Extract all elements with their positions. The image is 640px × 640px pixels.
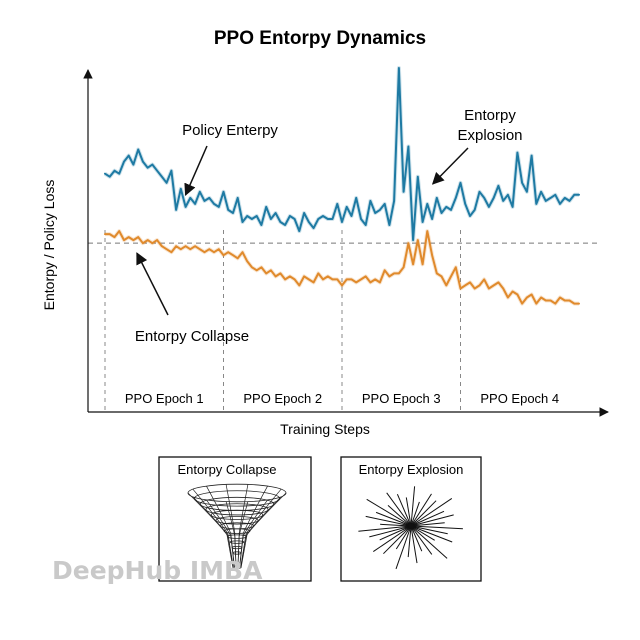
burst-ray (410, 501, 420, 527)
annotation-arrow (431, 147, 469, 185)
burst-ray (410, 497, 453, 527)
collapse-inset-title: Entorpy Collapse (178, 462, 277, 477)
funnel-rib (187, 492, 234, 569)
annotation-label: Policy Enterpy (182, 122, 278, 139)
burst-ray (396, 494, 412, 527)
burst-ray (410, 525, 448, 535)
funnel-rib (239, 485, 268, 568)
annotations: Policy Enterpy Entorpy Explosion Entorpy Co… (135, 107, 523, 345)
annotation-label: Entorpy Collapse (135, 328, 249, 345)
funnel-ring (229, 540, 245, 544)
y-axis-label: Entorpy / Policy Loss (41, 180, 57, 311)
burst-ray (365, 515, 412, 527)
funnel-rib (225, 484, 237, 567)
annotation-label: Explosion (457, 127, 522, 144)
collapse-inset-frame (158, 456, 312, 582)
burst-ray (405, 497, 412, 527)
burst-ray (386, 492, 412, 527)
annotation-arrow (184, 145, 208, 197)
burst-ray (358, 525, 412, 532)
burst-ray (410, 525, 433, 555)
explosion-inset: Entorpy Explosion (340, 456, 482, 582)
burst-ray (410, 525, 463, 530)
annotation-label: Entorpy (464, 107, 516, 124)
series-line-entropy (103, 66, 579, 243)
burst-ray (379, 525, 412, 541)
burst-ray (410, 525, 418, 564)
burst-ray (410, 525, 448, 559)
burst-ray (410, 525, 423, 552)
burst-ray (410, 525, 453, 543)
series-line-policy_loss (104, 230, 580, 305)
funnel-ring (205, 503, 269, 516)
burst-ray (410, 500, 437, 527)
watermark: DeepHub IMBA (52, 556, 263, 585)
epoch-labels: PPO Epoch 1 PPO Epoch 2 PPO Epoch 3 PPO Epo… (125, 391, 559, 406)
funnel-ring (210, 509, 264, 520)
burst-icon (358, 486, 463, 570)
burst-ray (395, 525, 412, 550)
burst-ray (383, 525, 412, 555)
explosion-inset-title: Entorpy Explosion (359, 462, 464, 477)
burst-ray (375, 511, 412, 527)
burst-ray (387, 505, 412, 527)
funnel-rib (206, 485, 235, 568)
explosion-inset-frame (340, 456, 482, 582)
plot-area (88, 66, 600, 412)
burst-ray (373, 525, 412, 553)
burst-ray (410, 486, 416, 527)
funnel-rib (237, 484, 249, 567)
funnel-icon (187, 483, 287, 570)
epoch-label: PPO Epoch 3 (362, 391, 441, 406)
x-axis-label: Training Steps (280, 421, 370, 437)
burst-ray (369, 525, 412, 538)
burst-ray (407, 525, 412, 558)
epoch-label: PPO Epoch 4 (480, 391, 559, 406)
series-line-entropy (104, 67, 580, 242)
collapse-inset: Entorpy Collapse (158, 456, 312, 582)
funnel-rib (240, 492, 287, 569)
burst-ray (410, 510, 445, 527)
epoch-label: PPO Epoch 1 (125, 391, 204, 406)
chart-title: PPO Entorpy Dynamics (214, 28, 426, 49)
annotation-arrow (136, 252, 169, 316)
burst-ray (410, 522, 445, 527)
epoch-label: PPO Epoch 2 (243, 391, 322, 406)
funnel-rib (192, 488, 234, 568)
burst-ray (366, 498, 412, 527)
burst-ray (410, 493, 432, 527)
burst-ray (380, 523, 412, 527)
burst-ray (410, 525, 435, 541)
funnel-ring (215, 516, 259, 525)
burst-center (408, 523, 414, 529)
funnel-rib (240, 488, 282, 568)
burst-ray (410, 514, 454, 527)
burst-ray (395, 525, 412, 570)
